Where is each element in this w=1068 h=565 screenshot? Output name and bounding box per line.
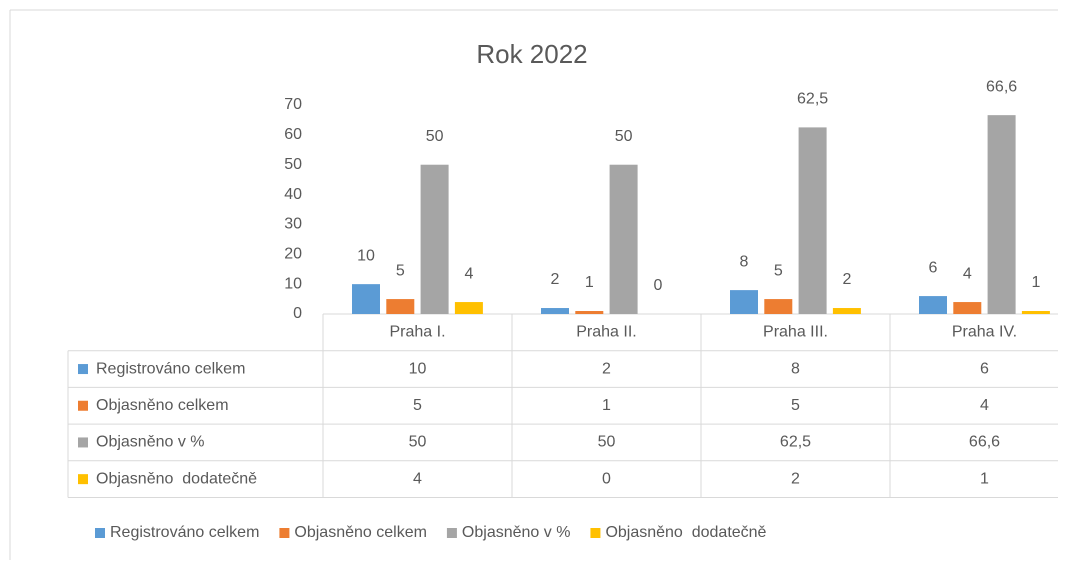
table-cell: 1 (602, 397, 611, 414)
data-label: 6 (929, 259, 938, 276)
data-label: 62,5 (797, 91, 828, 108)
legend-label: Objasněno v % (462, 524, 571, 541)
table-cell: 5 (791, 397, 800, 414)
data-label: 5 (774, 262, 783, 279)
table-legend-key (78, 400, 88, 411)
table-cell: 6 (980, 360, 989, 377)
bar (352, 284, 380, 314)
table-cell: 62,5 (780, 434, 811, 451)
y-tick-label: 10 (284, 275, 302, 292)
table-cell: 4 (413, 470, 422, 487)
data-label: 1 (585, 274, 594, 291)
data-label: 50 (426, 128, 444, 145)
table-cell: 10 (409, 360, 427, 377)
table-cell: 5 (413, 397, 422, 414)
data-label: 2 (842, 271, 851, 288)
data-label: 66,6 (986, 78, 1017, 95)
bar (987, 115, 1016, 314)
y-tick-label: 50 (284, 156, 302, 173)
legend-label: Objasněno celkem (294, 524, 427, 541)
y-tick-label: 20 (284, 246, 302, 263)
data-label: 4 (464, 265, 473, 282)
table-legend-key (78, 474, 88, 485)
data-label: 10 (357, 247, 375, 264)
x-tick-label: Praha II. (576, 324, 636, 341)
data-label: 50 (615, 128, 633, 145)
data-label: 4 (963, 265, 972, 282)
x-tick-label: Praha I. (389, 324, 445, 341)
x-tick-label: Praha IV. (952, 324, 1017, 341)
data-label: 5 (396, 262, 405, 279)
bar (953, 302, 982, 314)
y-tick-label: 0 (293, 305, 302, 322)
bar (1021, 311, 1050, 314)
bar (798, 127, 827, 315)
y-tick-label: 70 (284, 96, 302, 113)
table-legend-key (78, 437, 88, 448)
table-row-label: Registrováno celkem (96, 360, 245, 377)
legend-key (590, 528, 601, 538)
y-tick-label: 40 (284, 186, 302, 203)
bar (420, 164, 449, 314)
table-legend-key (78, 364, 88, 375)
bar (386, 299, 415, 314)
chart-title: Rok 2022 (476, 39, 587, 69)
data-label: 2 (551, 271, 560, 288)
legend-label: Registrováno celkem (110, 524, 259, 541)
table-cell: 50 (598, 434, 616, 451)
table-cell: 2 (602, 360, 611, 377)
legend-key (446, 528, 457, 538)
legend-label: Objasněno dodatečně (605, 524, 766, 541)
bar (832, 308, 861, 314)
bar (575, 311, 604, 314)
data-label: 0 (653, 277, 662, 294)
bar (730, 290, 758, 314)
table-cell: 1 (980, 470, 989, 487)
bar (919, 296, 947, 314)
y-tick-label: 60 (284, 126, 302, 143)
data-label: 1 (1031, 274, 1040, 291)
y-tick-label: 30 (284, 216, 302, 233)
bar (541, 308, 569, 314)
bar (454, 302, 483, 314)
x-tick-label: Praha III. (763, 324, 828, 341)
table-cell: 66,6 (969, 434, 1000, 451)
table-row-label: Objasněno dodatečně (96, 470, 257, 487)
bar (764, 299, 793, 314)
legend-key (279, 528, 290, 538)
legend-key (95, 528, 105, 538)
table-cell: 8 (791, 360, 800, 377)
table-cell: 50 (409, 434, 427, 451)
table-cell: 0 (602, 470, 611, 487)
table-cell: 4 (980, 397, 989, 414)
bar (609, 164, 638, 314)
table-row-label: Objasněno v % (96, 434, 205, 451)
table-cell: 2 (791, 470, 800, 487)
table-row-label: Objasněno celkem (96, 397, 229, 414)
data-label: 8 (740, 253, 749, 270)
